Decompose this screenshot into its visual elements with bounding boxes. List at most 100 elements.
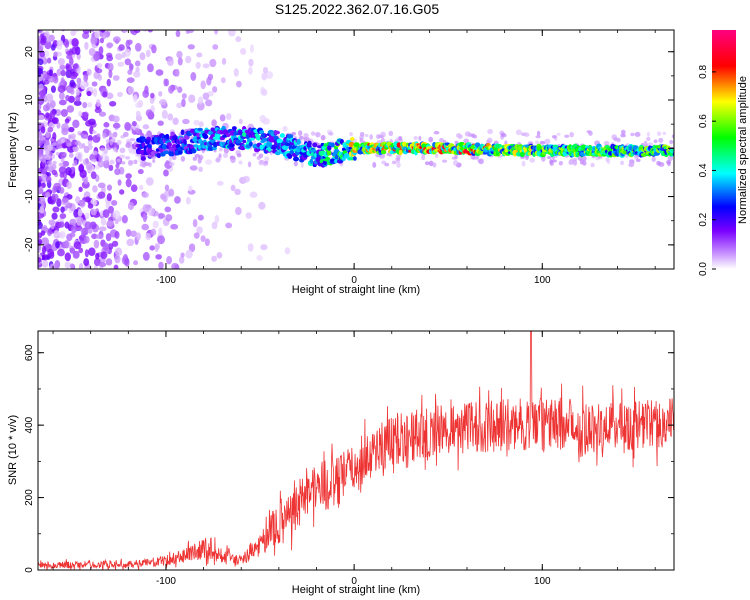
spectrogram-noise-cell [68, 57, 74, 66]
spectrogram-noise-cell [76, 216, 84, 226]
spectrogram-noise-cell [192, 218, 198, 228]
spectrogram-noise-cell [106, 184, 113, 191]
spectrogram-noise-cell [428, 160, 434, 167]
spectrogram-noise-cell [60, 77, 65, 87]
spectrogram-noise-cell [112, 122, 121, 129]
spectrogram-noise-cell [91, 233, 98, 240]
spectrogram-noise-cell [44, 40, 52, 50]
spectrogram-noise-cell [478, 158, 484, 165]
spectrogram-noise-cell [125, 229, 132, 237]
spectrogram-noise-cell [515, 129, 522, 136]
spectrogram-noise-cell [127, 201, 135, 211]
spectrogram-noise-cell [102, 132, 107, 139]
spectrogram-noise-cell [125, 178, 132, 188]
spectrogram-signal-cell [170, 131, 176, 137]
spectrogram-noise-cell [380, 131, 386, 138]
spectrogram-noise-cell [84, 235, 90, 244]
spectrogram-noise-cell [388, 130, 394, 137]
spectrogram-noise-cell [58, 231, 66, 239]
spectrogram-noise-cell [529, 158, 536, 163]
spectrogram-noise-cell [134, 127, 140, 134]
spectrogram-noise-cell [142, 124, 150, 130]
spectrogram-noise-cell [65, 166, 72, 176]
spectrogram-noise-cell [536, 130, 541, 137]
spectrogram-noise-cell [45, 139, 50, 146]
spectrogram-noise-cell [38, 30, 41, 33]
spectrogram-noise-cell [620, 129, 626, 135]
spectrogram-noise-cell [180, 155, 186, 162]
spectrogram-signal-cell [279, 133, 285, 138]
spectrogram-noise-cell [50, 222, 55, 230]
spectrogram-noise-cell [51, 193, 56, 201]
spectrogram-noise-cell [133, 260, 139, 266]
colorbar-gradient [712, 30, 736, 269]
spectrogram-signal-cell [233, 131, 238, 136]
spectrogram-noise-cell [177, 57, 183, 66]
spectrogram-noise-cell [91, 130, 97, 134]
spectrogram-noise-cell [142, 204, 150, 213]
spectrogram-noise-cell [91, 81, 98, 87]
colorbar-ticks: 0.0 0.2 0.4 0.6 0.8 [698, 64, 716, 276]
spectrogram-noise-cell [396, 161, 401, 168]
spectrogram-noise-cell [252, 140, 256, 145]
spectrogram-noise-cell [39, 197, 46, 206]
spectrogram-noise-cell [298, 135, 304, 140]
spectrogram-noise-cell [121, 51, 126, 59]
spectrogram-noise-cell [551, 159, 558, 163]
spectrogram-noise-cell [196, 226, 203, 234]
spectrogram-noise-cell [38, 123, 41, 130]
spectrogram-noise-cell [59, 64, 66, 71]
spectrogram-noise-cell [41, 158, 47, 164]
spectrogram-y-tick-label: 20 [24, 46, 35, 58]
spectrogram-noise-cell [145, 109, 153, 117]
spectrogram-noise-cell [225, 222, 233, 229]
colorbar: 0.0 0.2 0.4 0.6 0.8 Normalized spectral ampl… [698, 30, 749, 276]
spectrogram-noise-cell [43, 74, 51, 80]
spectrogram-noise-cell [54, 141, 60, 145]
snr-x-tick-label: -100 [156, 576, 176, 587]
spectrogram-noise-cell [564, 134, 570, 138]
spectrogram-noise-cell [185, 55, 192, 64]
spectrogram-noise-cell [52, 206, 60, 213]
spectrogram-noise-cell [51, 169, 58, 176]
snr-frame [37, 330, 675, 571]
spectrogram-noise-cell [82, 101, 88, 109]
spectrogram-noise-cell [127, 86, 135, 95]
colorbar-tick-label: 0.4 [698, 163, 709, 177]
spectrogram-noise-cell [157, 235, 165, 245]
spectrogram-noise-cell [242, 175, 250, 183]
spectrogram-noise-cell [90, 153, 96, 161]
spectrogram-y-tick-label: 0 [24, 145, 35, 151]
spectrogram-noise-cell [38, 83, 44, 91]
spectrogram-noise-cell [52, 146, 56, 152]
spectrogram-noise-cell [231, 156, 236, 160]
spectrogram-x-tick-label: 0 [351, 275, 357, 286]
spectrogram-noise-cell [119, 154, 126, 159]
spectrogram-noise-cell [247, 243, 254, 252]
spectrogram-noise-cell [544, 138, 551, 144]
spectrogram-noise-cell [369, 134, 373, 140]
spectrogram-noise-cell [72, 250, 80, 259]
spectrogram-noise-cell [211, 255, 218, 262]
spectrogram-noise-cell [85, 120, 93, 127]
spectrogram-noise-cell [38, 238, 43, 246]
spectrogram-noise-cell [122, 30, 128, 33]
spectrogram-noise-cell [60, 69, 66, 77]
spectrogram-noise-cell [64, 252, 71, 262]
spectrogram-noise-cell [620, 160, 624, 166]
spectrogram-noise-cell [112, 210, 121, 219]
spectrogram-signal-cell [161, 144, 168, 150]
spectrogram-noise-cell [132, 94, 138, 103]
spectrogram-noise-cell [145, 49, 151, 58]
spectrogram-noise-cell [187, 44, 195, 50]
spectrogram-noise-cell [41, 260, 49, 268]
spectrogram-noise-cell [67, 144, 75, 153]
spectrogram-noise-cell [84, 212, 90, 220]
spectrogram-noise-cell [168, 188, 175, 197]
spectrogram-noise-cell [202, 92, 210, 100]
spectrogram-noise-cell [130, 230, 138, 237]
spectrogram-noise-cell [194, 153, 201, 158]
spectrogram-noise-cell [87, 134, 93, 142]
spectrogram-noise-cell [145, 232, 151, 241]
spectrogram-signal-cell [201, 144, 207, 149]
